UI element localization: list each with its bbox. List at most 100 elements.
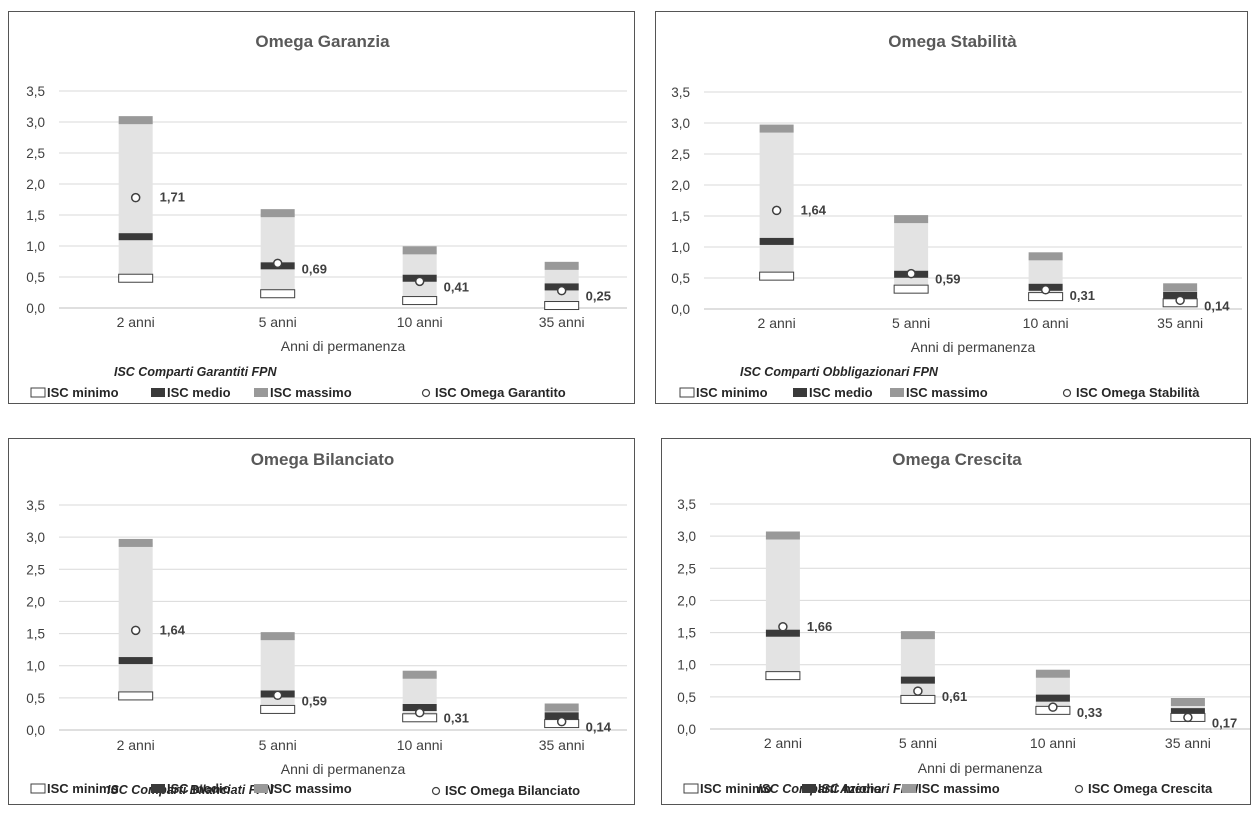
y-tick-label: 0,5 (26, 691, 45, 706)
chart-panel-stabilita: Omega Stabilità 0,0 0,5 1,0 1,5 2,0 2,5 3,0 3,5 1… (655, 11, 1248, 404)
mean-marker (759, 237, 794, 245)
omega-point (1175, 295, 1185, 306)
x-tick-label: 5 anni (259, 314, 297, 330)
max-marker (544, 703, 579, 712)
omega-point (414, 707, 425, 718)
mean-marker (1170, 708, 1205, 716)
legend-label: ISC Omega Stabilità (1076, 385, 1200, 400)
y-tick-label: 0,0 (671, 302, 690, 317)
min-marker (900, 694, 936, 704)
data-label: 1,64 (160, 622, 186, 637)
x-axis-title: Anni di permanenza (911, 339, 1036, 355)
chart-svg: Omega Garanzia 0,0 0,5 1,0 1,5 2,0 2,5 3,0 3,5 1,… (26, 32, 627, 400)
max-marker (118, 116, 153, 125)
y-tick-label: 0,5 (677, 690, 696, 705)
x-axis-title: Anni di permanenza (281, 761, 406, 777)
data-label: 1,71 (160, 190, 185, 205)
legend-min-icon (30, 387, 46, 398)
y-tick-label: 3,5 (26, 498, 45, 513)
x-tick-label: 10 anni (1030, 735, 1076, 751)
chart-svg: Omega Bilanciato 0,0 0,5 1,0 1,5 2,0 2,5 3,0 3,5… (26, 450, 627, 798)
y-tick-label: 2,0 (26, 594, 45, 609)
x-tick-label: 35 anni (1157, 315, 1203, 331)
x-tick-label: 35 anni (539, 314, 585, 330)
omega-point (778, 622, 788, 632)
mean-marker (900, 676, 935, 684)
legend-label: ISC medio (167, 781, 231, 796)
data-label: 0,59 (302, 693, 327, 708)
x-axis-title: Anni di permanenza (281, 338, 406, 354)
chart-title: Omega Crescita (892, 450, 1022, 469)
omega-point (1183, 712, 1193, 723)
legend-max-icon (254, 784, 268, 793)
chart-svg: Omega Stabilità 0,0 0,5 1,0 1,5 2,0 2,5 3,0 3,5 1… (671, 32, 1242, 400)
y-tick-label: 2,0 (671, 178, 690, 193)
chart-subtitle: ISC Comparti Garantiti FPN (114, 365, 277, 379)
legend-mean-icon (793, 388, 807, 397)
legend-omega-icon (1062, 388, 1072, 398)
y-tick-label: 0,5 (26, 270, 45, 285)
chart-title: Omega Garanzia (255, 32, 390, 51)
legend-max-icon (902, 784, 916, 793)
y-tick-label: 2,5 (677, 561, 696, 576)
legend-item: ISC minimo (683, 781, 772, 796)
legend-label: ISC minimo (47, 781, 119, 796)
y-tick-label: 0,5 (671, 271, 690, 286)
legend-mean-icon (151, 784, 165, 793)
chart-panel-bilanciato: Omega Bilanciato 0,0 0,5 1,0 1,5 2,0 2,5 3,0 3,5… (8, 438, 635, 805)
legend-item: ISC Omega Crescita (1074, 781, 1213, 796)
max-marker (1035, 669, 1070, 678)
legend-item: ISC massimo (890, 385, 988, 400)
max-marker (544, 261, 579, 270)
y-tick-label: 1,5 (677, 626, 696, 641)
max-marker (765, 531, 800, 540)
y-tick-label: 0,0 (26, 723, 45, 738)
max-marker (260, 209, 295, 218)
data-label: 0,25 (586, 289, 611, 304)
min-marker (118, 691, 154, 701)
y-tick-label: 0,0 (26, 301, 45, 316)
min-marker (260, 704, 296, 714)
x-tick-label: 2 anni (117, 737, 155, 753)
omega-point (272, 690, 283, 701)
x-axis-title: Anni di permanenza (918, 760, 1043, 776)
x-tick-label: 35 anni (539, 737, 585, 753)
chart-panel-garanzia: Omega Garanzia 0,0 0,5 1,0 1,5 2,0 2,5 3,0 3,5 1,… (8, 11, 635, 404)
y-tick-label: 2,0 (26, 177, 45, 192)
data-label: 1,64 (801, 202, 827, 217)
legend-item: ISC massimo (254, 781, 352, 796)
legend-label: ISC massimo (918, 781, 1000, 796)
max-marker (1163, 283, 1198, 292)
max-marker (1028, 252, 1063, 261)
data-label: 0,59 (935, 272, 960, 287)
data-label: 0,31 (1070, 288, 1095, 303)
chart-svg: Omega Crescita 0,0 0,5 1,0 1,5 2,0 2,5 3,0 3,5 1,… (677, 450, 1250, 796)
range-bar (759, 128, 794, 277)
legend-max-icon (254, 388, 268, 397)
chart-subtitle: ISC Comparti Obbligazionari FPN (740, 365, 939, 379)
data-label: 0,69 (302, 261, 327, 276)
legend-item: ISC minimo (30, 781, 119, 796)
omega-point (1040, 285, 1051, 295)
legend-label: ISC medio (809, 385, 873, 400)
omega-point (130, 192, 141, 203)
data-label: 0,17 (1212, 715, 1237, 730)
x-tick-label: 35 anni (1165, 735, 1211, 751)
legend-min-icon (30, 783, 46, 794)
legend-label: ISC minimo (47, 385, 119, 400)
y-tick-label: 1,0 (26, 659, 45, 674)
legend-label: ISC massimo (906, 385, 988, 400)
y-tick-label: 3,0 (26, 530, 45, 545)
legend-label: ISC medio (167, 385, 231, 400)
legend-item: ISC medio (802, 781, 882, 796)
max-marker (1170, 698, 1205, 706)
legend-item: ISC minimo (30, 385, 119, 400)
chart-subtitle: ISC Comparti Azionari FPN (758, 782, 919, 796)
legend-mean-icon (802, 784, 816, 793)
max-marker (118, 538, 153, 547)
legend-label: ISC minimo (696, 385, 768, 400)
mean-marker (1035, 694, 1070, 702)
x-tick-label: 2 anni (117, 314, 155, 330)
data-label: 0,31 (444, 711, 469, 726)
mean-marker (402, 704, 437, 711)
